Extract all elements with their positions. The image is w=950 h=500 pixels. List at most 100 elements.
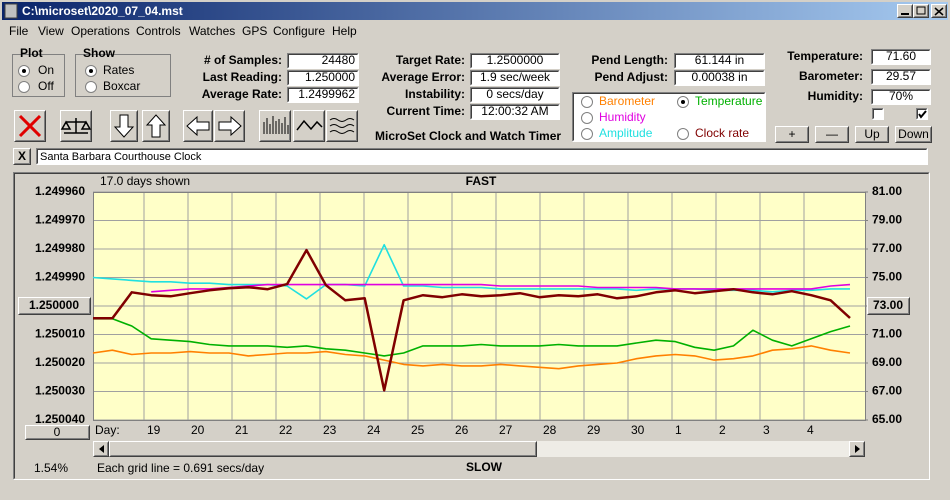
toolbar-button-edge <box>215 111 244 141</box>
series-radio[interactable] <box>581 128 593 140</box>
y2-tick-label: 65.00 <box>872 412 902 426</box>
close-button-edge <box>13 148 31 165</box>
field-value: 71.60 <box>886 49 916 63</box>
window-button-edge <box>913 4 929 18</box>
window-button[interactable] <box>897 4 913 18</box>
env-button[interactable] <box>855 126 889 143</box>
env-button-edge <box>775 126 809 143</box>
scroll-arrow <box>855 445 860 453</box>
offset-button[interactable] <box>25 425 90 440</box>
field-value: 1.9 sec/week <box>480 70 551 84</box>
field-value: 61.144 in <box>695 53 744 67</box>
field-label: Pend Length: <box>591 53 668 67</box>
menu-item[interactable]: GPS <box>242 24 267 38</box>
field-box <box>470 70 560 86</box>
close-button-edge <box>13 148 31 165</box>
offset-button-label: 0 <box>54 425 61 439</box>
toolbar-button-edge <box>183 110 213 142</box>
field-box-edge <box>471 105 559 119</box>
x-tick-label: 2 <box>719 423 726 437</box>
field-box <box>674 70 765 86</box>
window-button[interactable] <box>913 4 929 18</box>
field-value: 1.2499962 <box>298 87 355 101</box>
field-box-edge <box>871 69 931 85</box>
field-box-edge <box>674 70 765 86</box>
toolbar-icons <box>18 114 355 138</box>
x-axis-label: Day: <box>95 423 120 437</box>
env-button-edge <box>896 127 931 142</box>
checkbox-edge <box>916 108 928 120</box>
radio-label: Boxcar <box>103 79 140 93</box>
scroll-thumb[interactable] <box>109 441 537 457</box>
clock-name-box <box>36 148 928 165</box>
field-box-edge <box>871 89 931 105</box>
env-button-edge <box>855 126 889 143</box>
field-box-edge <box>871 89 931 105</box>
slow-label: SLOW <box>466 460 503 474</box>
toolbar-button[interactable] <box>326 110 358 142</box>
y2-tick-button-edge <box>867 297 910 315</box>
field-box-edge <box>871 49 931 65</box>
window-button-edge <box>897 4 913 18</box>
group-box <box>75 54 171 97</box>
menu-item[interactable]: Help <box>332 24 357 38</box>
x-tick-label: 23 <box>323 423 337 437</box>
field-value: 0 secs/day <box>486 87 543 101</box>
clock-name-box-edge <box>36 148 928 165</box>
grid-note: Each grid line = 0.691 secs/day <box>97 461 264 475</box>
close-button[interactable] <box>13 148 31 165</box>
env-button[interactable] <box>815 126 849 143</box>
radio[interactable] <box>18 81 30 93</box>
field-box-edge <box>287 70 359 86</box>
series-radio[interactable] <box>581 112 593 124</box>
env-button-edge <box>895 126 932 143</box>
field-box-edge <box>287 53 359 69</box>
menu-item[interactable]: Watches <box>189 24 235 38</box>
plot-border <box>93 192 866 421</box>
field-value: 1.2500000 <box>487 53 544 67</box>
y2-tick-label: 67.00 <box>872 384 902 398</box>
y-tick-button[interactable] <box>18 297 91 315</box>
menu-item[interactable]: Controls <box>136 24 181 38</box>
radio[interactable] <box>85 81 97 93</box>
y2-tick-button[interactable] <box>867 297 910 315</box>
scroll-left-edge <box>94 442 108 456</box>
env-button[interactable] <box>895 126 932 143</box>
field-box-edge <box>287 70 359 86</box>
menu-item[interactable]: Operations <box>71 24 130 38</box>
field-label: Instability: <box>405 87 465 101</box>
toolbar-button-edge <box>326 110 358 142</box>
checkbox[interactable] <box>872 108 884 120</box>
x-tick-label: 19 <box>147 423 161 437</box>
field-label: Average Error: <box>381 70 465 84</box>
menu-item[interactable]: File <box>9 24 29 38</box>
field-box-edge <box>288 88 358 102</box>
group-title: Plot <box>20 46 43 60</box>
icon-right <box>218 115 242 137</box>
scroll-left-edge <box>93 441 109 457</box>
max-glyph <box>916 6 926 15</box>
env-button[interactable] <box>775 126 809 143</box>
toolbar-button-edge <box>110 110 138 142</box>
series-radio[interactable] <box>677 128 689 140</box>
field-value: 1.250000 <box>305 70 355 84</box>
env-button-edge <box>895 126 932 143</box>
window-title: C:\microset\2020_07_04.mst <box>22 4 183 18</box>
field-box-edge <box>471 71 559 85</box>
scroll-arrow <box>99 445 104 453</box>
y-tick-label: 1.250040 <box>35 412 85 426</box>
x-tick-label: 29 <box>587 423 601 437</box>
series-radio[interactable] <box>581 96 593 108</box>
menu-item[interactable]: Configure <box>273 24 325 38</box>
field-box-edge <box>470 53 560 69</box>
toolbar-button-edge <box>259 110 291 142</box>
scroll-right-edge <box>849 441 865 457</box>
menu-item[interactable]: View <box>38 24 64 38</box>
radio-dot <box>22 69 26 73</box>
toolbar-button-edge <box>214 110 245 142</box>
y-tick-button-edge <box>19 298 90 314</box>
field-box-edge <box>470 87 560 103</box>
toolbar-button-edge <box>327 111 357 141</box>
x-tick-label: 1 <box>675 423 682 437</box>
